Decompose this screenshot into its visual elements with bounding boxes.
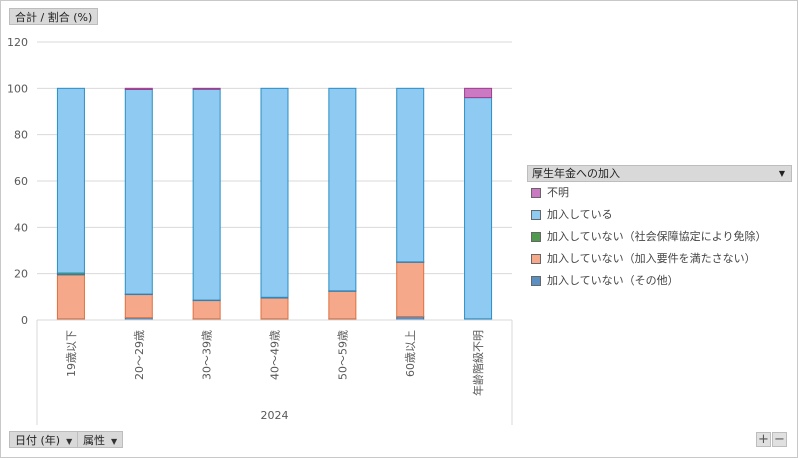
bar-segment[interactable] <box>396 261 425 318</box>
bar-segment[interactable] <box>396 316 425 321</box>
attr-field-button[interactable]: 属性 ▼ <box>77 431 124 448</box>
legend-item[interactable]: 加入している <box>527 204 792 226</box>
legend-label: 不明 <box>547 186 569 199</box>
bar-segment[interactable] <box>464 97 493 320</box>
bar-segment[interactable] <box>260 297 289 320</box>
legend-item[interactable]: 加入していない（その他） <box>527 270 792 292</box>
bar-segment[interactable] <box>192 299 221 320</box>
legend-items: 不明加入している加入していない（社会保障協定により免除） 加入していない（加入要件… <box>527 182 792 292</box>
legend-swatch <box>531 210 541 220</box>
expand-button[interactable]: + <box>756 432 771 447</box>
x-tick-label: 19歳以下 <box>65 330 78 377</box>
collapse-button[interactable]: − <box>772 432 787 447</box>
x-tick-label: 60歳以上 <box>404 330 417 377</box>
y-tick-label: 60 <box>14 175 28 188</box>
legend-label: 加入していない（その他） <box>547 274 679 287</box>
value-field-button[interactable]: 合計 / 割合 (%) <box>9 8 99 25</box>
axis-layer: 0 20 40 60 80 100 120 19歳以下 20～29歳 30～39歳 40～49歳 50… <box>7 36 513 425</box>
bar-segment[interactable] <box>192 88 221 301</box>
y-tick-label: 20 <box>14 268 28 281</box>
y-tick-label: 80 <box>14 129 28 142</box>
bar-segment[interactable] <box>328 87 357 292</box>
legend-label: 加入していない（加入要件を満たさない） <box>547 252 756 265</box>
legend-swatch <box>531 232 541 242</box>
y-tick-label: 0 <box>21 314 28 327</box>
bar-segment[interactable] <box>192 87 221 90</box>
bar-segment[interactable] <box>56 87 85 274</box>
bar-segment[interactable] <box>56 274 85 320</box>
legend-label: 加入している <box>547 208 613 221</box>
legend-swatch <box>531 276 541 286</box>
legend-item[interactable]: 加入していない（社会保障協定により免除） <box>527 226 792 248</box>
date-field-label: 日付 (年) <box>15 434 61 447</box>
date-field-button[interactable]: 日付 (年) ▼ <box>9 431 79 448</box>
x-tick-label: 年齢階級不明 <box>471 330 485 396</box>
dropdown-arrow-icon: ▼ <box>111 437 118 446</box>
bar-layer <box>56 87 493 321</box>
legend-item[interactable]: 不明 <box>527 182 792 204</box>
legend-title: 厚生年金への加入 <box>532 167 620 180</box>
bar-segment[interactable] <box>396 87 425 263</box>
x-tick-label: 20～29歳 <box>133 330 146 380</box>
value-field-label: 合計 / 割合 (%) <box>15 11 93 24</box>
y-tick-label: 100 <box>7 82 28 95</box>
bar-segment[interactable] <box>464 87 493 99</box>
legend-label: 加入していない（社会保障協定により免除） <box>547 230 767 243</box>
legend-field-button[interactable]: 厚生年金への加入 ▼ <box>527 165 792 182</box>
bar-segment[interactable] <box>124 88 153 295</box>
y-tick-label: 120 <box>7 36 28 49</box>
minus-icon: − <box>774 432 785 447</box>
legend-swatch <box>531 188 541 198</box>
bar-segment[interactable] <box>328 290 357 320</box>
x-tick-label: 40～49歳 <box>269 330 282 380</box>
dropdown-arrow-icon: ▼ <box>66 437 73 446</box>
bar-segment[interactable] <box>260 87 289 298</box>
plus-icon: + <box>758 432 769 447</box>
bar-segment[interactable] <box>124 87 153 90</box>
x-tick-label: 50～59歳 <box>336 330 349 380</box>
legend-swatch <box>531 254 541 264</box>
y-tick-label: 40 <box>14 221 28 234</box>
group-label: 2024 <box>261 409 289 422</box>
legend-item[interactable]: 加入していない（加入要件を満たさない） <box>527 248 792 270</box>
dropdown-arrow-icon: ▼ <box>778 169 785 178</box>
x-tick-label: 30～39歳 <box>201 330 214 380</box>
bar-segment[interactable] <box>124 294 153 319</box>
legend: 厚生年金への加入 ▼ 不明加入している加入していない（社会保障協定により免除） 加… <box>527 165 792 292</box>
attr-field-label: 属性 <box>83 434 105 447</box>
